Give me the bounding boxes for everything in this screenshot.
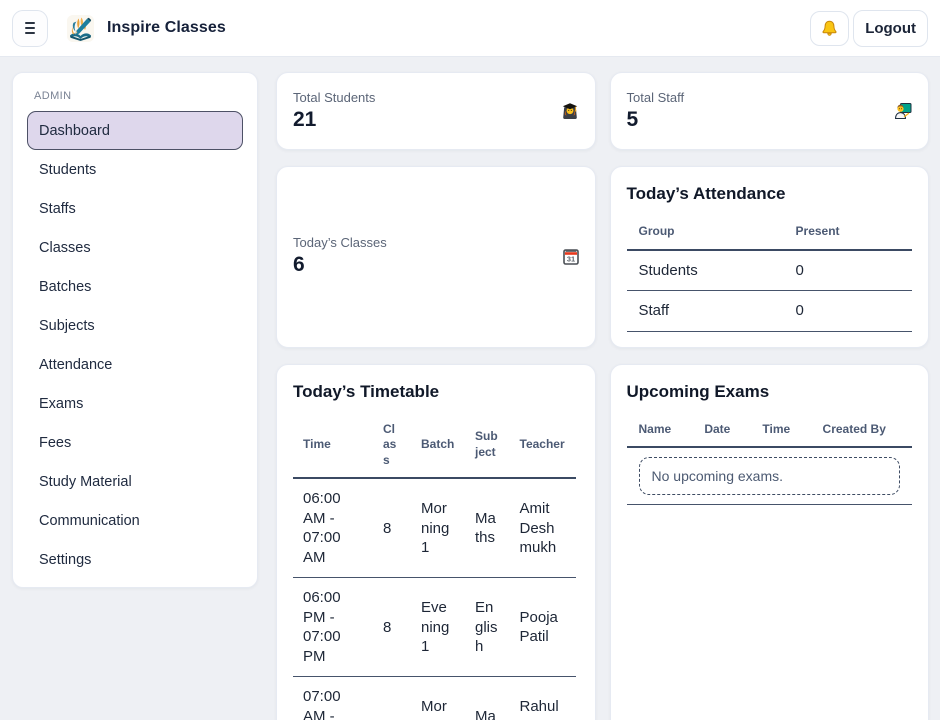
dashboard-main: Total Students 21 Total Staff 5	[276, 72, 929, 720]
timetable-batch-cell: Morning 1	[411, 478, 465, 579]
woman-teacher-icon	[894, 103, 912, 119]
timetable-header-subject: Subject	[465, 412, 510, 480]
attendance-table: Group Present Students 0 Staff 0	[626, 215, 912, 332]
timetable-header-teacher: Teacher	[509, 412, 576, 480]
logout-button[interactable]: Logout	[853, 9, 928, 47]
woman-student-icon	[562, 103, 577, 119]
total-students-label: Total Students	[293, 89, 376, 105]
exams-empty-row: No upcoming exams.	[626, 447, 912, 506]
exams-header-name: Name	[626, 412, 693, 449]
sidebar-item-communication[interactable]: Communication	[39, 512, 140, 529]
timetable-class-cell: 8	[373, 577, 411, 678]
notifications-button[interactable]	[810, 10, 850, 46]
timetable-subject-cell: Maths	[465, 478, 510, 579]
exams-title: Upcoming Exams	[626, 381, 770, 401]
total-staff-text: Total Staff 5	[627, 90, 685, 133]
sidebar-item-staffs[interactable]: Staffs	[39, 200, 76, 217]
sidebar-item-exams[interactable]: Exams	[39, 395, 84, 412]
attendance-group-cell: Staff	[626, 290, 784, 332]
total-staff-label: Total Staff	[626, 89, 685, 105]
timetable-teacher-cell: Rahul Deshmukh	[509, 676, 576, 720]
sidebar: ADMIN Dashboard Students Staffs Classes …	[12, 72, 258, 588]
attendance-present-cell: 0	[783, 249, 912, 292]
timetable-teacher-cell: Pooja Patil	[509, 577, 576, 678]
todays-classes-value: 6	[293, 253, 305, 277]
topbar: Inspire Classes Logout	[0, 0, 940, 57]
sidebar-item-settings[interactable]: Settings	[39, 551, 92, 568]
attendance-group-cell: Students	[626, 249, 784, 292]
timetable-class-cell: 8	[373, 676, 411, 720]
sidebar-item-subjects[interactable]: Subjects	[39, 317, 95, 334]
attendance-header-group: Group	[626, 215, 784, 251]
exams-table: Name Date Time Created By No upcoming ex…	[626, 412, 912, 506]
sidebar-item-attendance[interactable]: Attendance	[39, 356, 113, 373]
todays-classes-text: Today’s Classes 6	[293, 235, 387, 278]
timetable-batch-cell: Evening 1	[411, 577, 465, 678]
sidebar-item-dashboard[interactable]: Dashboard	[27, 111, 243, 150]
attendance-row-students: Students 0	[626, 249, 912, 292]
no-upcoming-exams-box: No upcoming exams.	[638, 457, 900, 496]
sidebar-item-classes[interactable]: Classes	[39, 239, 91, 256]
attendance-header-present: Present	[783, 215, 912, 251]
brand: Inspire Classes	[67, 14, 226, 42]
attendance-title: Today’s Attendance	[626, 184, 786, 203]
page-body: ADMIN Dashboard Students Staffs Classes …	[0, 57, 940, 720]
exams-header-time: Time	[750, 412, 811, 449]
attendance-present-cell: 0	[783, 290, 912, 332]
timetable-batch-cell: Morning 2	[411, 676, 465, 720]
exams-empty-cell: No upcoming exams.	[626, 447, 912, 506]
timetable-row: 06:00 PM - 07:00 PM 8 Evening 1 English …	[293, 577, 576, 678]
total-students-text: Total Students 21	[293, 90, 375, 133]
timetable-subject-cell: Maths	[465, 676, 510, 720]
timetable-header-time: Time	[293, 412, 373, 480]
hamburger-icon	[25, 22, 35, 34]
bell-icon	[822, 20, 837, 36]
total-staff-value: 5	[626, 107, 639, 131]
timetable-time-cell: 06:00 AM - 07:00 AM	[293, 478, 373, 579]
total-staff-card: Total Staff 5	[609, 72, 929, 150]
exams-header-created-by: Created By	[810, 412, 912, 449]
app-logo-icon	[67, 14, 94, 42]
timetable-header-batch: Batch	[411, 412, 465, 480]
sidebar-toggle-button[interactable]	[12, 9, 48, 47]
exams-header-date: Date	[692, 412, 751, 449]
todays-attendance-card: Today’s Attendance Group Present Student…	[609, 166, 929, 348]
sidebar-item-study-material[interactable]: Study Material	[39, 473, 132, 490]
sidebar-item-students[interactable]: Students	[39, 161, 97, 178]
topbar-actions: Logout	[810, 9, 928, 47]
timetable-header-class: Class	[373, 412, 411, 480]
timetable-row: 06:00 AM - 07:00 AM 8 Morning 1 Maths Am…	[293, 478, 576, 579]
app-title: Inspire Classes	[107, 19, 226, 36]
timetable-subject-cell: English	[465, 577, 510, 678]
sidebar-heading: ADMIN	[34, 90, 72, 102]
calendar-icon: 31	[562, 248, 579, 265]
total-students-card: Total Students 21	[276, 72, 596, 150]
sidebar-item-fees[interactable]: Fees	[39, 434, 72, 451]
todays-classes-label: Today’s Classes	[293, 235, 387, 251]
timetable-teacher-cell: Amit Deshmukh	[509, 478, 576, 579]
timetable-table: Time Class Batch Subject Teacher 06:00 A…	[293, 412, 576, 720]
sidebar-item-batches[interactable]: Batches	[39, 278, 92, 295]
timetable-row: 07:00 AM - 08:00 AM 8 Morning 2 Maths Ra…	[293, 676, 576, 720]
svg-text:31: 31	[566, 254, 574, 263]
total-students-value: 21	[293, 107, 317, 131]
timetable-time-cell: 07:00 AM - 08:00 AM	[293, 676, 373, 720]
timetable-class-cell: 8	[373, 478, 411, 579]
upcoming-exams-card: Upcoming Exams Name Date Time Created By…	[609, 363, 929, 720]
todays-classes-card: Today’s Classes 6 31	[276, 166, 596, 348]
timetable-title: Today’s Timetable	[293, 381, 440, 401]
attendance-row-staff: Staff 0	[626, 290, 912, 332]
todays-timetable-card: Today’s Timetable Time Class Batch Subje…	[276, 363, 596, 720]
timetable-time-cell: 06:00 PM - 07:00 PM	[293, 577, 373, 678]
